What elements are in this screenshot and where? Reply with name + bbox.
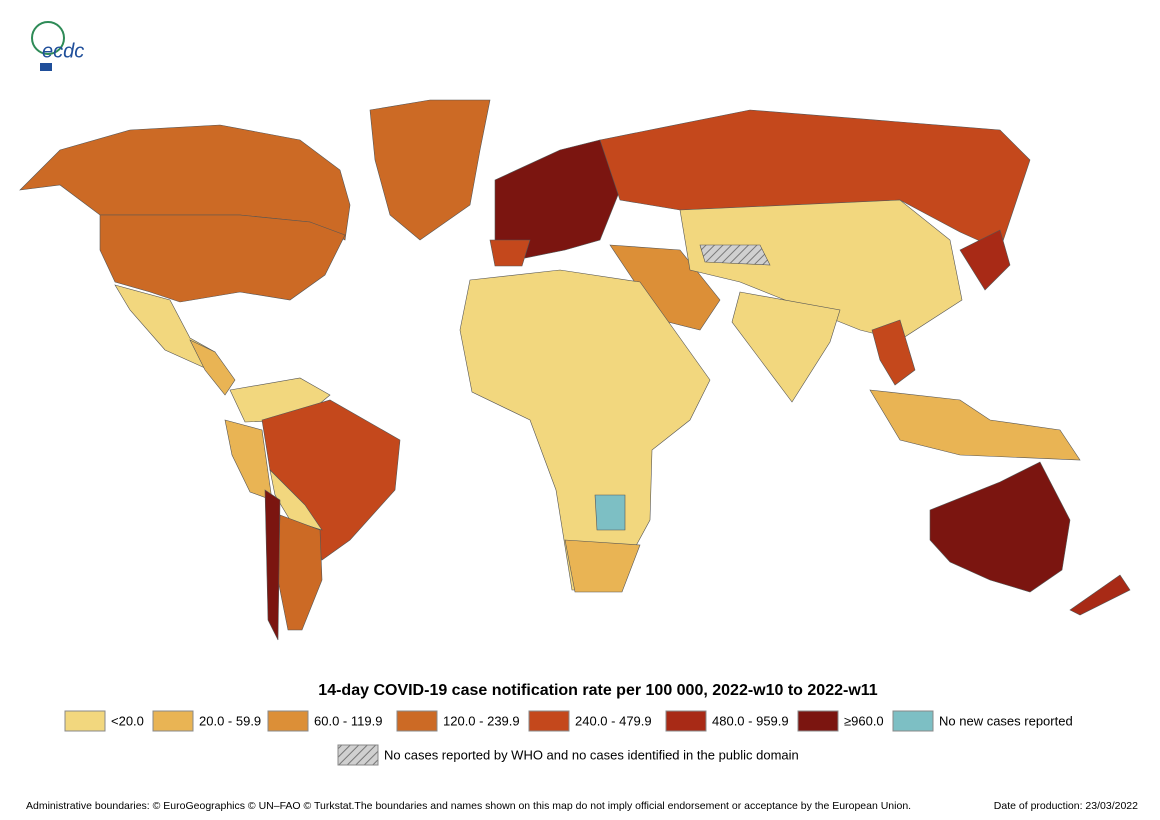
legend-label: No new cases reported [939,713,1073,728]
logo: ecdc [31,21,84,71]
legend-title: 14-day COVID-19 case notification rate p… [318,682,877,699]
legend: <20.0 20.0 - 59.9 60.0 - 119.9 120.0 - 239.… [64,710,1073,732]
legend-swatch [665,710,707,732]
legend-label: ≥960.0 [844,713,884,728]
legend-swatch [267,710,309,732]
logo-text: ecdc [42,40,84,62]
legend-swatch [152,710,194,732]
production-date: Date of production: 23/03/2022 [994,800,1138,812]
legend-label: 240.0 - 479.9 [575,713,652,728]
footer: Administrative boundaries: © EuroGeograp… [26,800,911,812]
hatched-swatch [337,744,379,766]
legend-swatch [64,710,106,732]
legend-swatch [396,710,438,732]
legend-swatch [797,710,839,732]
legend-label: 120.0 - 239.9 [443,713,520,728]
world-map [19,99,1131,641]
legend-label: 480.0 - 959.9 [712,713,789,728]
legend-swatch [892,710,934,732]
hatched-label: No cases reported by WHO and no cases id… [384,747,799,762]
legend-label: 20.0 - 59.9 [199,713,261,728]
legend-label: 60.0 - 119.9 [314,713,382,728]
legend-label: <20.0 [111,713,144,728]
legend-swatch [528,710,570,732]
